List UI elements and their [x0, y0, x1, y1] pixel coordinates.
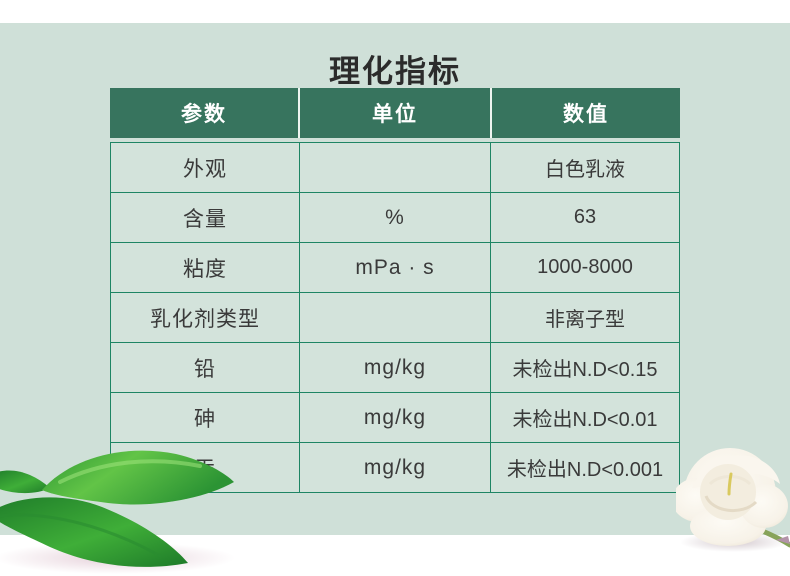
cell-param: 乳化剂类型 — [111, 293, 299, 342]
cell-unit: mg/kg — [300, 343, 490, 392]
cell-unit: mg/kg — [300, 393, 490, 442]
cell-value: 1000-8000 — [491, 243, 679, 292]
cell-value: 未检出N.D<0.01 — [491, 393, 679, 442]
table-body: 外观 白色乳液 含量 % 63 粘度 mPa · s 1000-8000 乳化剂… — [110, 142, 680, 493]
cell-unit: mg/kg — [300, 443, 490, 492]
cell-param: 含量 — [111, 193, 299, 242]
cell-unit — [300, 143, 490, 192]
table-header-row: 参数 单位 数值 — [110, 88, 680, 138]
cell-value: 非离子型 — [491, 293, 679, 342]
cell-param: 粘度 — [111, 243, 299, 292]
cell-value: 63 — [491, 193, 679, 242]
page-title: 理化指标 — [329, 54, 461, 89]
cell-param: 汞 — [111, 443, 299, 492]
cell-param: 铅 — [111, 343, 299, 392]
cell-param: 砷 — [111, 393, 299, 442]
cell-value: 白色乳液 — [491, 143, 679, 192]
table-header-unit: 单位 — [300, 88, 490, 138]
cell-unit: % — [300, 193, 490, 242]
table-header-value: 数值 — [492, 88, 680, 138]
cell-unit — [300, 293, 490, 342]
cell-value: 未检出N.D<0.001 — [491, 443, 679, 492]
cell-unit: mPa · s — [300, 243, 490, 292]
spec-table: 参数 单位 数值 外观 白色乳液 含量 % 63 粘度 mPa · s 1000… — [110, 88, 680, 493]
cell-value: 未检出N.D<0.15 — [491, 343, 679, 392]
table-header-param: 参数 — [110, 88, 298, 138]
cell-param: 外观 — [111, 143, 299, 192]
